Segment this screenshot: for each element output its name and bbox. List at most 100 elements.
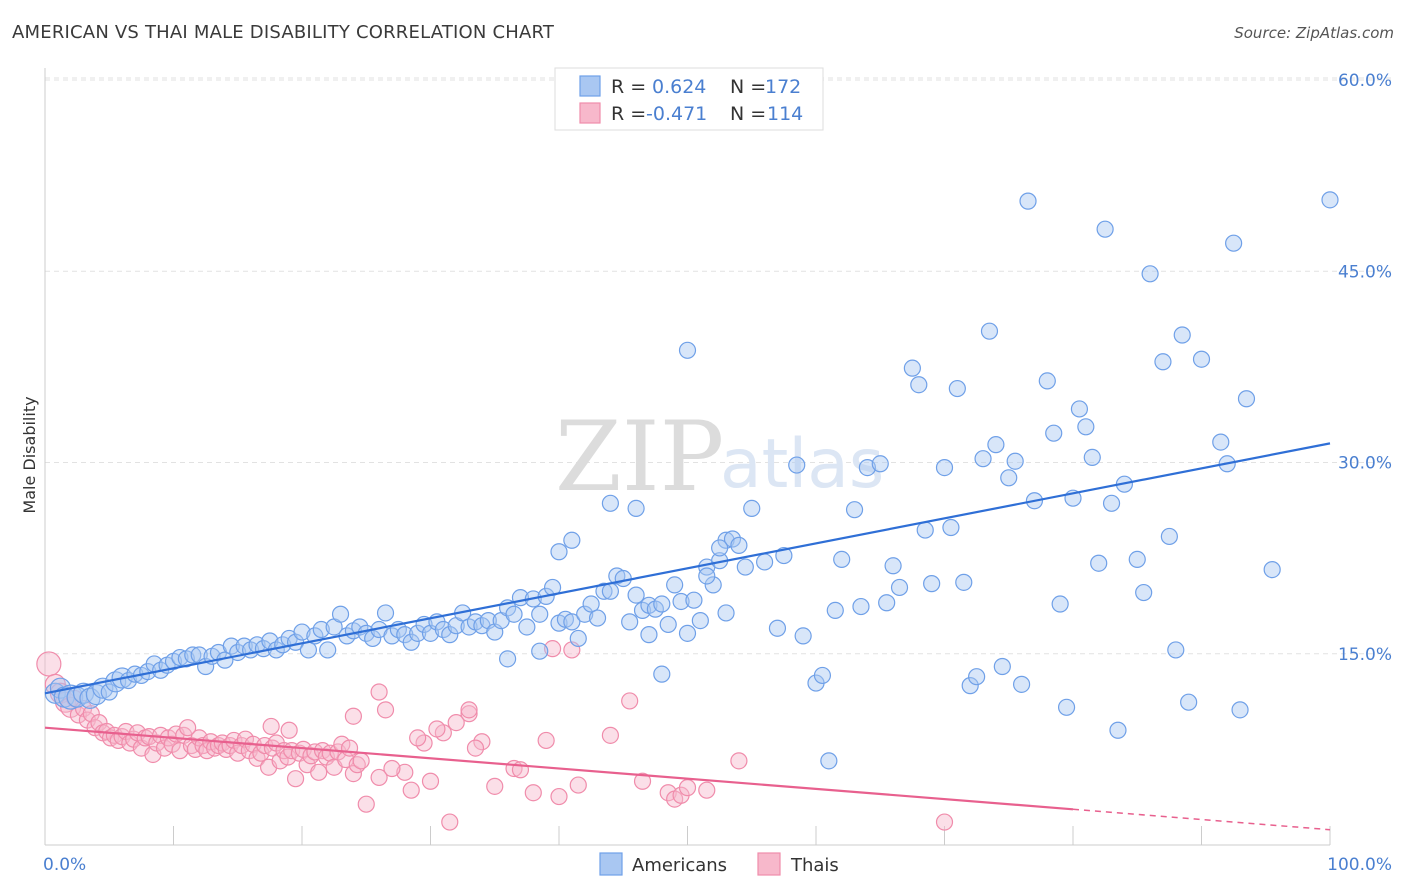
source-credit: Source: ZipAtlas.com (1234, 24, 1394, 42)
bottom-legend-swatch-thais (757, 852, 781, 876)
legend-r-label-thais: R = (611, 103, 646, 125)
thais-point (383, 759, 401, 778)
americans-point (627, 499, 645, 517)
americans-point (1135, 583, 1153, 602)
thais-point (659, 784, 677, 802)
americans-point (1154, 353, 1172, 371)
thais-point (376, 701, 395, 719)
y-tick-label: 60.0% (1338, 71, 1392, 91)
americans-point (755, 553, 774, 571)
americans-point (331, 605, 350, 623)
watermark: ZIP atlas (555, 401, 884, 513)
americans-point (794, 627, 812, 645)
americans-point (1038, 372, 1056, 390)
thais-point (370, 683, 388, 701)
americans-point (993, 657, 1011, 676)
thais-point (262, 717, 280, 736)
americans-point (1000, 469, 1018, 487)
thais-point (280, 721, 298, 739)
americans-point (1225, 234, 1243, 252)
americans-point (1077, 418, 1095, 436)
legend-n-label-thais: N = (730, 103, 766, 125)
americans-point (653, 595, 671, 613)
thais-point (340, 739, 359, 757)
americans-point (1263, 560, 1281, 579)
legend-box: R = 0.624 N = 172 R = -0.471 N = 114 (554, 67, 824, 131)
thais-point (543, 640, 562, 658)
americans-point (1141, 265, 1159, 283)
americans-point (678, 341, 697, 359)
americans-point (955, 573, 973, 591)
americans-point (711, 539, 729, 557)
americans-point (910, 376, 928, 394)
americans-point (916, 521, 934, 539)
thais-point (396, 763, 414, 781)
americans-point (621, 613, 639, 631)
americans-point (961, 677, 979, 695)
bottom-legend-swatch-americans (599, 852, 623, 876)
thais-point (698, 781, 716, 799)
americans-point (499, 650, 517, 668)
americans-point (1180, 693, 1198, 711)
americans-point (1109, 721, 1127, 739)
americans-point (1057, 698, 1076, 716)
americans-point (1192, 350, 1211, 368)
legend-n-label-americans: N = (730, 76, 766, 98)
thais-point (286, 770, 305, 788)
thais-point (678, 779, 697, 797)
legend-r-label-americans: R = (611, 76, 646, 98)
watermark-zip: ZIP (555, 401, 724, 513)
americans-point (588, 609, 607, 627)
thais-point (486, 777, 504, 795)
americans-point (980, 322, 999, 340)
y-tick-label: 30.0% (1338, 454, 1392, 474)
americans-point (736, 558, 754, 576)
americans-point (1006, 452, 1024, 470)
americans-point (974, 450, 992, 468)
americans-point (813, 666, 832, 685)
americans-point (871, 455, 889, 473)
americans-point (601, 582, 620, 600)
americans-point (582, 595, 600, 613)
americans-point (845, 501, 864, 519)
americans-point (730, 536, 748, 554)
americans-point (768, 619, 787, 637)
americans-point (698, 567, 716, 585)
americans-point (376, 604, 395, 622)
americans-point (826, 601, 844, 620)
thais-point (344, 707, 362, 725)
americans-point (691, 611, 709, 630)
americans-point (1212, 433, 1230, 451)
americans-point (1090, 554, 1108, 572)
thais-point (428, 720, 446, 738)
thais-point (460, 705, 478, 723)
thais-point (344, 764, 362, 783)
americans-point (1321, 191, 1339, 209)
thais-point (179, 719, 197, 737)
americans-point (968, 668, 986, 686)
americans-point (878, 594, 896, 612)
americans-point (653, 665, 671, 683)
americans-point (550, 543, 568, 561)
bottom-legend: Americans Thais (599, 852, 839, 876)
y-tick-label: 15.0% (1338, 645, 1392, 665)
bottom-legend-americans: Americans (632, 855, 727, 876)
americans-point (1012, 675, 1031, 693)
thais-point (409, 729, 427, 747)
thais-trend-line (44, 726, 1074, 811)
trend-lines (44, 442, 1331, 831)
americans-point (319, 641, 337, 659)
americans-point (1019, 192, 1037, 210)
thais-point (271, 752, 289, 770)
americans-point (1167, 641, 1185, 659)
americans-point (1070, 400, 1089, 418)
legend-swatch-thais (579, 102, 601, 124)
americans-point (293, 623, 311, 641)
americans-point (563, 613, 581, 631)
bottom-legend-thais: Thais (790, 855, 839, 876)
americans-points (44, 191, 1339, 770)
americans-point (685, 591, 703, 609)
thais-point (569, 776, 587, 794)
americans-point (312, 620, 330, 639)
